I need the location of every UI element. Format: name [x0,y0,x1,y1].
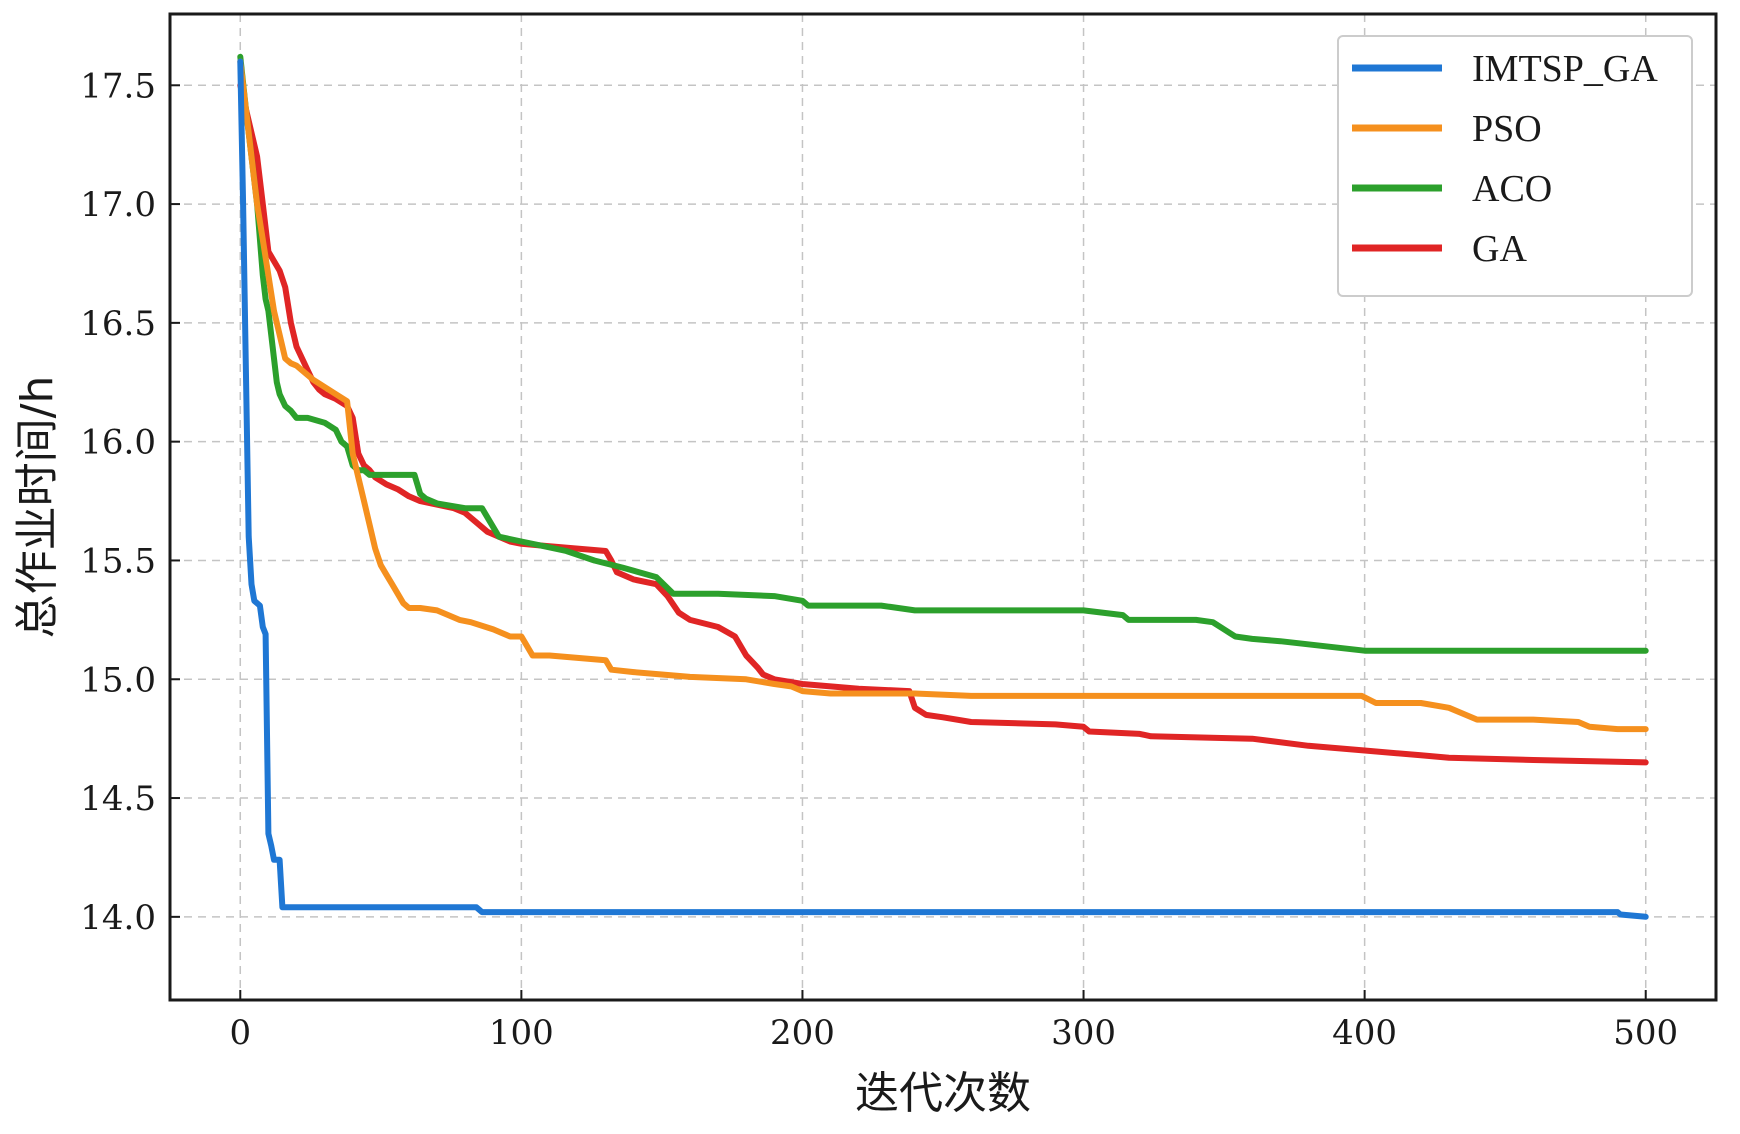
y-tick-label: 16.5 [80,304,156,344]
x-tick-label: 300 [1051,1013,1116,1053]
x-tick-label: 200 [770,1013,835,1053]
x-axis-label: 迭代次数 [855,1068,1031,1119]
legend-label: PSO [1472,108,1542,150]
x-tick-label: 100 [489,1013,554,1053]
legend-label: GA [1472,228,1527,270]
plot-frame [168,12,1718,1002]
y-tick-label: 15.5 [80,541,156,581]
y-tick-label: 17.0 [80,185,156,225]
legend-label: ACO [1472,168,1552,210]
legend-label: IMTSP_GA [1472,48,1658,90]
y-tick-label: 15.0 [80,660,156,700]
ticks: 0 100 200 300 400 500 14.0 14.5 15.0 15.5 16.0 16.5… [80,66,1678,1053]
series-line-pso [237,58,1649,733]
y-tick-label: 16.0 [80,423,156,463]
x-tick-label: 500 [1613,1013,1678,1053]
legend-box [1337,35,1693,297]
x-tick-label: 400 [1332,1013,1397,1053]
y-axis-label: 总作业时间/h [12,376,63,639]
legend: IMTSP_GA PSO ACO GA [1337,35,1693,297]
y-tick-label: 14.0 [80,898,156,938]
series-line-aco [237,53,1649,654]
series-line-imtsp-ga [237,58,1649,920]
y-tick-label: 17.5 [80,66,156,106]
x-tick-label: 0 [229,1013,251,1053]
y-tick-label: 14.5 [80,779,156,819]
series-layer [237,53,1649,920]
